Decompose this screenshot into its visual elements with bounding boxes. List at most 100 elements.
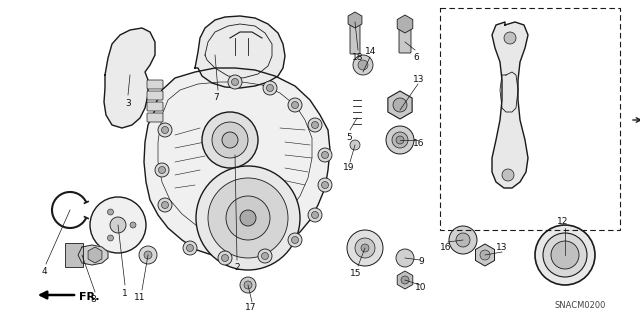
Circle shape — [222, 132, 238, 148]
Text: SNACM0200: SNACM0200 — [554, 300, 605, 309]
Text: 6: 6 — [413, 54, 419, 63]
Circle shape — [393, 98, 407, 112]
Circle shape — [244, 281, 252, 289]
Circle shape — [258, 249, 272, 263]
Circle shape — [504, 32, 516, 44]
Circle shape — [288, 98, 302, 112]
Circle shape — [262, 253, 269, 259]
Circle shape — [312, 211, 319, 219]
Circle shape — [291, 101, 298, 108]
Circle shape — [240, 277, 256, 293]
Polygon shape — [144, 68, 330, 258]
Circle shape — [218, 251, 232, 265]
Circle shape — [183, 241, 197, 255]
Circle shape — [392, 132, 408, 148]
Circle shape — [110, 217, 126, 233]
Circle shape — [90, 197, 146, 253]
Circle shape — [108, 235, 113, 241]
Circle shape — [144, 251, 152, 259]
Bar — [440, 8, 620, 230]
Text: 9: 9 — [418, 257, 424, 266]
Circle shape — [347, 230, 383, 266]
Circle shape — [396, 249, 414, 267]
Text: 7: 7 — [213, 93, 219, 102]
Text: 10: 10 — [415, 284, 427, 293]
Circle shape — [321, 182, 328, 189]
Circle shape — [208, 178, 288, 258]
Circle shape — [321, 152, 328, 159]
Circle shape — [291, 236, 298, 243]
Circle shape — [155, 163, 169, 177]
Text: 12: 12 — [557, 218, 569, 226]
FancyBboxPatch shape — [147, 102, 163, 111]
Circle shape — [480, 250, 490, 260]
Circle shape — [266, 85, 273, 92]
Circle shape — [212, 122, 248, 158]
Circle shape — [161, 127, 168, 133]
Polygon shape — [104, 28, 155, 128]
Text: 3: 3 — [125, 99, 131, 108]
Circle shape — [158, 123, 172, 137]
Circle shape — [312, 122, 319, 129]
Text: 1: 1 — [122, 288, 128, 298]
Circle shape — [355, 238, 375, 258]
Circle shape — [226, 196, 270, 240]
Circle shape — [161, 202, 168, 209]
Text: 2: 2 — [234, 263, 240, 272]
Circle shape — [288, 233, 302, 247]
Circle shape — [139, 246, 157, 264]
Text: FR.: FR. — [79, 292, 99, 302]
FancyBboxPatch shape — [147, 80, 163, 89]
Circle shape — [386, 126, 414, 154]
Text: 13: 13 — [496, 243, 508, 253]
Polygon shape — [78, 245, 108, 265]
Text: 5: 5 — [346, 133, 352, 143]
Circle shape — [401, 276, 409, 284]
Circle shape — [449, 226, 477, 254]
Bar — [65, 243, 83, 267]
Circle shape — [202, 112, 258, 168]
FancyBboxPatch shape — [350, 17, 360, 54]
Circle shape — [353, 55, 373, 75]
Circle shape — [543, 233, 587, 277]
Circle shape — [228, 75, 242, 89]
Text: 19: 19 — [343, 164, 355, 173]
Text: 17: 17 — [245, 303, 257, 313]
FancyBboxPatch shape — [147, 113, 163, 122]
Circle shape — [263, 81, 277, 95]
Circle shape — [358, 60, 368, 70]
Text: 15: 15 — [350, 269, 362, 278]
Text: 11: 11 — [134, 293, 146, 302]
Circle shape — [308, 118, 322, 132]
Circle shape — [308, 208, 322, 222]
FancyBboxPatch shape — [399, 21, 411, 53]
Circle shape — [196, 166, 300, 270]
Circle shape — [318, 148, 332, 162]
Polygon shape — [492, 22, 528, 188]
Circle shape — [159, 167, 166, 174]
Circle shape — [396, 136, 404, 144]
Circle shape — [232, 78, 239, 85]
Circle shape — [535, 225, 595, 285]
Circle shape — [361, 244, 369, 252]
Circle shape — [350, 140, 360, 150]
Text: 16: 16 — [413, 138, 425, 147]
Circle shape — [130, 222, 136, 228]
Text: 18: 18 — [352, 54, 364, 63]
Circle shape — [502, 169, 514, 181]
Circle shape — [221, 255, 228, 262]
Circle shape — [456, 233, 470, 247]
Text: 13: 13 — [413, 76, 425, 85]
Circle shape — [108, 209, 113, 215]
Circle shape — [158, 198, 172, 212]
Text: 14: 14 — [365, 48, 377, 56]
Text: 8: 8 — [90, 295, 96, 305]
Circle shape — [318, 178, 332, 192]
Text: 16: 16 — [440, 243, 452, 253]
FancyBboxPatch shape — [147, 91, 163, 100]
Circle shape — [240, 210, 256, 226]
Text: 4: 4 — [41, 268, 47, 277]
Polygon shape — [195, 16, 285, 88]
Circle shape — [551, 241, 579, 269]
Circle shape — [186, 244, 193, 251]
